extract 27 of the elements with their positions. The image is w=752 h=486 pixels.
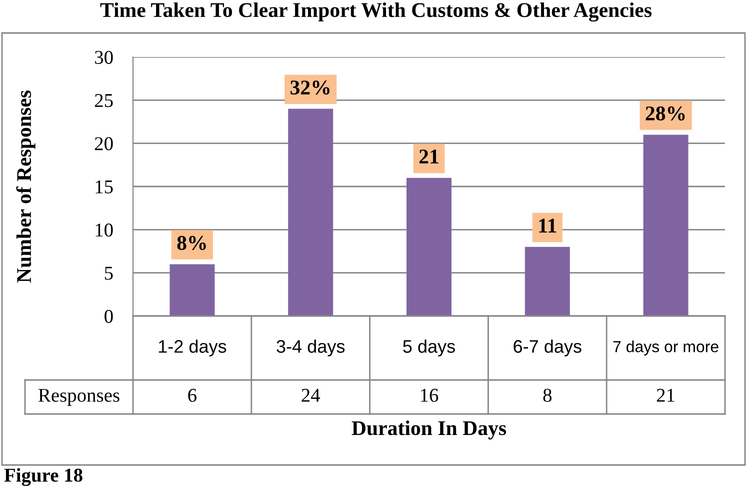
annotation: 28% <box>646 106 685 121</box>
y-tick-label: 30 <box>95 50 113 64</box>
annotation: 11 <box>539 218 556 232</box>
annotation: 21 <box>419 150 438 164</box>
y-tick-label: 5 <box>104 266 113 280</box>
y-tick-label: 25 <box>94 94 113 108</box>
chart-title: Time Taken To Clear Import With Customs & Other Agencies <box>100 2 652 22</box>
annotation: 32% <box>290 80 330 95</box>
data-label: 21 <box>656 388 674 402</box>
x-tick-label: 6-7 days <box>514 340 582 356</box>
data-label: 24 <box>302 388 320 402</box>
y-tick-label: 10 <box>96 223 113 237</box>
x-tick-label: 1-2 days <box>158 340 226 356</box>
x-tick-label: 7 days or more <box>613 340 718 356</box>
x-tick-label: 3-4 days <box>276 340 345 356</box>
x-tick-label: 5 days <box>403 340 455 356</box>
y-tick-label: 15 <box>96 180 113 194</box>
text: Responses <box>38 388 120 406</box>
data-label: 6 <box>188 388 196 402</box>
y-tick-label: 20 <box>94 137 113 150</box>
caption: Figure 18 <box>4 468 82 486</box>
x-axis-title: Duration In Days <box>352 420 506 440</box>
y-tick-label: 0 <box>104 310 113 323</box>
y-axis-title: Number of Responses <box>16 90 36 283</box>
data-label: 16 <box>420 388 438 402</box>
annotation: 8% <box>177 236 206 250</box>
data-label: 8 <box>543 388 552 402</box>
